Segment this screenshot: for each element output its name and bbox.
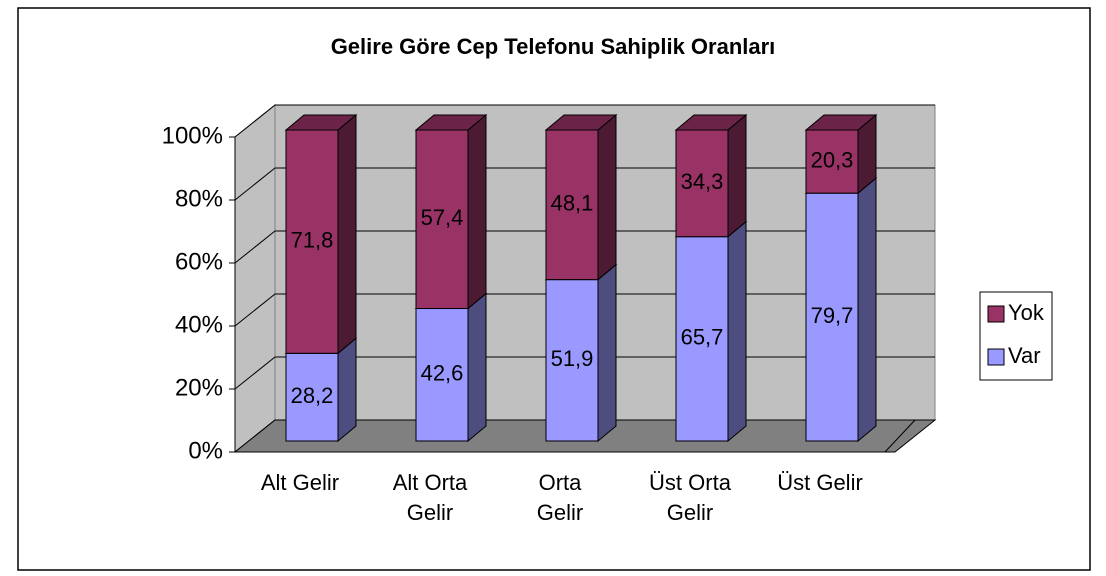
value-label: 65,7 bbox=[681, 325, 724, 350]
bar-front bbox=[805, 192, 859, 442]
bar-side bbox=[857, 177, 877, 443]
legend-swatch bbox=[987, 348, 1005, 366]
bar-front bbox=[285, 129, 339, 354]
value-label: 42,6 bbox=[421, 361, 464, 386]
bar-segment bbox=[804, 177, 878, 443]
bar-front bbox=[415, 129, 469, 310]
bar-side bbox=[467, 292, 487, 443]
bar-side bbox=[597, 113, 617, 281]
legend-label: Yok bbox=[1008, 300, 1045, 325]
bar-top bbox=[544, 114, 618, 131]
bar-side bbox=[597, 263, 617, 443]
bar-top bbox=[674, 114, 748, 131]
bar-side bbox=[337, 113, 357, 355]
bar-front bbox=[675, 236, 729, 442]
legend-label: Var bbox=[1008, 343, 1041, 368]
x-tick-label: Üst Orta Gelir bbox=[649, 470, 731, 525]
bar-front bbox=[545, 129, 599, 281]
chart-title: Gelire Göre Cep Telefonu Sahiplik Oranla… bbox=[331, 34, 776, 59]
grid-line bbox=[234, 104, 935, 138]
bar-side bbox=[467, 113, 487, 310]
bar-segment bbox=[544, 263, 618, 443]
bar-front bbox=[285, 352, 339, 442]
value-label: 79,7 bbox=[811, 303, 854, 328]
bar-front bbox=[545, 279, 599, 442]
bar-segment bbox=[674, 113, 748, 238]
bar-top bbox=[414, 114, 488, 131]
x-tick-label: Üst Gelir bbox=[777, 470, 863, 495]
bar-top bbox=[804, 114, 878, 131]
bar-segment bbox=[284, 113, 358, 355]
bar-segment bbox=[804, 113, 878, 195]
bar-front bbox=[415, 308, 469, 442]
bar-top bbox=[284, 114, 358, 131]
side-wall bbox=[234, 103, 276, 454]
x-tick-label: Orta Gelir bbox=[536, 470, 584, 525]
value-label: 34,3 bbox=[681, 169, 724, 194]
value-label: 28,2 bbox=[291, 383, 334, 408]
y-tick-label: 60% bbox=[175, 248, 223, 275]
value-label: 20,3 bbox=[811, 147, 854, 172]
bar-side bbox=[727, 113, 747, 238]
x-tick-label: Alt Gelir bbox=[260, 470, 340, 495]
value-label: 71,8 bbox=[291, 227, 334, 252]
y-tick-label: 80% bbox=[175, 185, 223, 212]
bar-segment bbox=[544, 113, 618, 281]
value-label: 51,9 bbox=[551, 346, 594, 371]
y-tick-label: 40% bbox=[175, 311, 223, 338]
legend-swatch bbox=[987, 305, 1005, 323]
bar-segment bbox=[414, 113, 488, 310]
floor-edge bbox=[884, 419, 916, 453]
y-tick-label: 100% bbox=[162, 122, 223, 149]
y-tick-label: 0% bbox=[188, 437, 223, 464]
bar-side bbox=[337, 337, 357, 443]
value-label: 57,4 bbox=[421, 205, 464, 230]
value-label: 48,1 bbox=[551, 191, 594, 216]
x-tick-label: Alt Orta Gelir bbox=[392, 470, 468, 525]
y-tick-label: 20% bbox=[175, 374, 223, 401]
bar-side bbox=[727, 220, 747, 443]
